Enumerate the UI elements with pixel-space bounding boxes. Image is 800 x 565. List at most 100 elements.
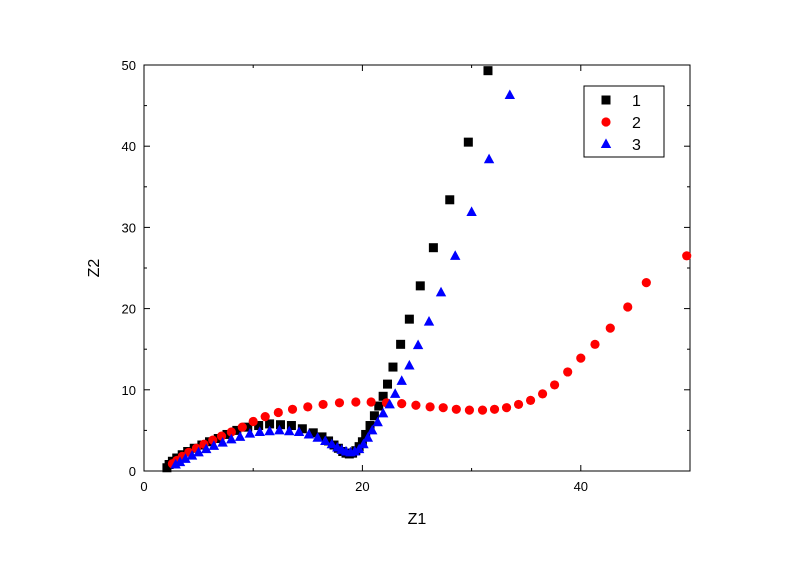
x-tick-label: 40 <box>574 479 588 494</box>
data-point <box>477 405 488 415</box>
data-point <box>483 66 493 76</box>
x-tick-label: 20 <box>355 479 369 494</box>
legend-marker <box>600 138 612 148</box>
data-point <box>276 420 285 430</box>
data-point <box>372 416 383 427</box>
data-point <box>501 403 512 413</box>
data-point <box>415 281 425 291</box>
data-point <box>208 440 220 450</box>
data-point <box>428 243 438 253</box>
data-point <box>324 436 334 446</box>
data-point <box>264 425 275 436</box>
data-point <box>351 397 361 407</box>
legend-label: 2 <box>632 115 641 132</box>
data-point <box>232 425 242 435</box>
data-point <box>504 89 516 100</box>
data-point <box>466 206 477 216</box>
data-point <box>260 411 270 422</box>
data-point <box>445 195 455 205</box>
data-point <box>383 379 393 389</box>
data-point <box>366 397 376 407</box>
data-point <box>293 426 305 437</box>
data-point <box>374 401 384 411</box>
data-point <box>244 428 256 438</box>
data-point <box>605 323 615 333</box>
data-point <box>237 422 247 432</box>
data-point <box>349 445 360 456</box>
y-tick-label: 0 <box>129 464 136 479</box>
data-point <box>483 153 495 164</box>
data-point <box>243 422 253 432</box>
x-tick-label: 0 <box>140 479 147 494</box>
data-point <box>451 404 461 414</box>
data-point <box>549 380 560 390</box>
data-point <box>641 278 651 288</box>
data-point <box>216 431 227 441</box>
data-point <box>201 443 212 454</box>
data-point <box>317 432 327 442</box>
data-point <box>226 427 236 437</box>
data-point <box>404 314 414 324</box>
data-point <box>412 339 424 350</box>
axis-ticks: 0 20 40 0 10 20 30 40 50 <box>122 58 690 494</box>
y-tick-label: 30 <box>122 220 136 235</box>
data-point <box>254 421 264 431</box>
data-point <box>489 404 500 414</box>
data-point <box>186 449 198 460</box>
data-point <box>435 286 447 297</box>
data-point <box>365 421 375 431</box>
data-point <box>361 429 371 439</box>
data-point <box>248 416 258 427</box>
data-markers <box>162 66 692 473</box>
data-point <box>287 404 298 414</box>
data-point <box>411 400 421 410</box>
data-point <box>537 389 548 399</box>
legend-box <box>583 85 665 158</box>
data-point <box>377 407 389 418</box>
legend-label: 3 <box>632 137 641 154</box>
legend-marker <box>601 95 611 105</box>
data-point <box>450 250 461 260</box>
data-point <box>682 251 692 261</box>
data-point <box>320 435 331 445</box>
data-point <box>396 339 406 349</box>
data-point <box>312 432 323 442</box>
data-point <box>180 453 191 463</box>
data-point <box>286 421 296 431</box>
legend-label: 1 <box>632 93 641 110</box>
data-point <box>464 405 475 415</box>
data-point <box>358 438 369 449</box>
legend: 1 2 3 <box>583 85 665 158</box>
data-point <box>362 432 374 442</box>
data-point <box>463 137 473 147</box>
data-point <box>388 362 398 372</box>
data-point <box>353 443 365 454</box>
data-point <box>274 424 285 435</box>
data-point <box>254 426 265 437</box>
y-axis-title: Z2 <box>86 259 103 278</box>
data-point <box>525 395 536 405</box>
data-point <box>284 425 295 436</box>
data-point <box>396 375 407 385</box>
data-point <box>576 353 586 363</box>
data-point <box>425 402 435 412</box>
data-point <box>208 435 218 445</box>
series-3-markers <box>170 89 516 469</box>
y-tick-label: 40 <box>122 139 136 154</box>
y-tick-label: 10 <box>122 383 136 398</box>
data-point <box>367 424 378 435</box>
data-point <box>318 399 328 410</box>
data-point <box>174 456 186 467</box>
data-point <box>397 399 407 409</box>
series-2-markers <box>167 251 692 469</box>
data-point <box>404 359 415 370</box>
data-point <box>369 411 379 421</box>
data-point <box>303 428 315 439</box>
data-point <box>623 302 633 312</box>
data-point <box>384 398 395 409</box>
data-point <box>423 315 435 326</box>
y-tick-label: 50 <box>122 58 136 73</box>
data-point <box>590 339 600 349</box>
data-point <box>265 419 275 429</box>
